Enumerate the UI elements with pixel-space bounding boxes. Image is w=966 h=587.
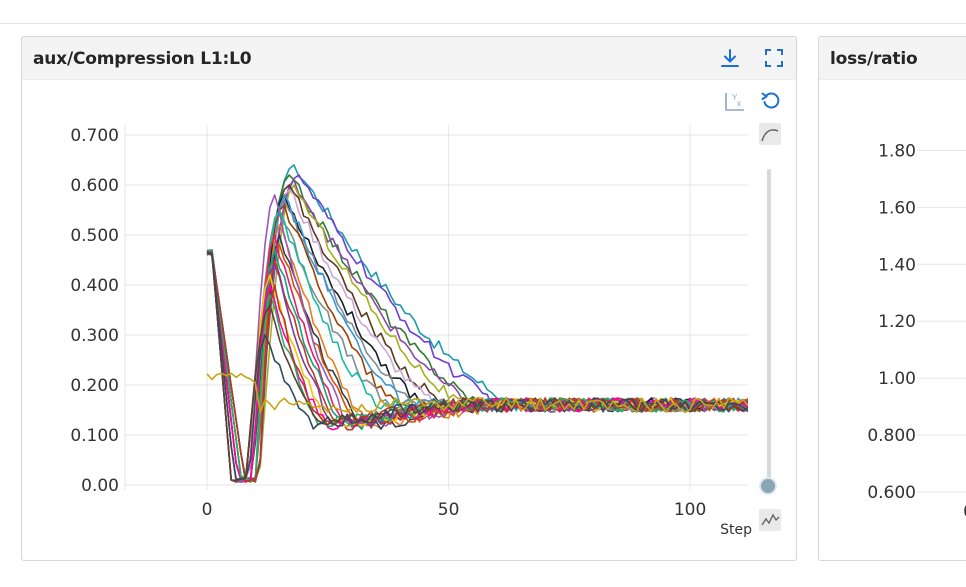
chart-card-loss-ratio: loss/ratio 0.600 0.800 1.00 1.20 1.40 1.60 1.8… [818, 36, 966, 561]
card-title: loss/ratio [830, 49, 918, 69]
y-tick-label: 0.700 [70, 126, 119, 146]
series-line [206, 372, 748, 414]
card-header: loss/ratio [819, 37, 966, 80]
raw-line-icon [761, 513, 780, 526]
series-line [207, 251, 748, 484]
series-line [207, 179, 748, 480]
smoothing-slider-handle[interactable] [759, 477, 777, 495]
smoothing-curve-icon [761, 129, 779, 142]
download-button[interactable] [719, 47, 741, 69]
svg-text:Y: Y [732, 93, 738, 102]
fullscreen-icon [765, 49, 783, 67]
series-group [206, 164, 748, 484]
x-tick-label: 0 [202, 500, 213, 520]
series-line [206, 250, 748, 481]
y-tick-label: 0.400 [70, 276, 119, 296]
chart-card-compression: aux/Compression L1:L0 0.00 0.100 0.200 0.30… [21, 36, 797, 561]
series-line [206, 251, 748, 483]
series-line [206, 251, 748, 483]
chart-loss-ratio: 0.600 0.800 1.00 1.20 1.40 1.60 1.80 0 [867, 141, 966, 522]
y-tick-label: 1.00 [878, 369, 916, 389]
series-line [206, 224, 748, 482]
series-line [206, 253, 748, 483]
series-line [206, 234, 748, 483]
y-tick-label: 0.600 [70, 176, 119, 196]
smoothing-button[interactable] [759, 123, 781, 145]
download-icon [721, 49, 739, 67]
axis-toggle-icon: Y x [725, 93, 744, 111]
y-tick-label: 0.500 [70, 226, 119, 246]
y-tick-label: 0.00 [81, 476, 119, 496]
y-tick-label: 1.40 [878, 255, 916, 275]
series-line [206, 250, 748, 483]
reset-icon [761, 92, 780, 109]
chart-compression: 0.00 0.100 0.200 0.300 0.400 0.500 0.600 0.700 0… [70, 125, 752, 538]
fullscreen-button[interactable] [763, 47, 785, 69]
top-divider [0, 23, 966, 24]
x-tick-label: 100 [674, 500, 706, 520]
series-line [206, 252, 748, 483]
y-tick-label: 1.60 [878, 198, 916, 218]
y-tick-label: 1.80 [878, 141, 916, 161]
x-axis-label: Step [720, 522, 752, 538]
y-tick-label: 0.200 [70, 376, 119, 396]
series-line [206, 244, 748, 482]
y-tick-label: 0.600 [867, 483, 916, 503]
axis-toggle-button[interactable]: Y x [724, 90, 746, 112]
smoothing-slider-track[interactable] [767, 169, 771, 487]
card-title: aux/Compression L1:L0 [33, 49, 252, 69]
raw-line-button[interactable] [759, 509, 781, 531]
y-tick-label: 0.300 [70, 326, 119, 346]
series-line [206, 234, 748, 483]
series-line [207, 251, 748, 482]
svg-text:x: x [737, 99, 741, 108]
x-tick-label: 50 [438, 500, 460, 520]
y-tick-label: 0.100 [70, 426, 119, 446]
x-tick-label: 0 [963, 502, 966, 522]
y-tick-label: 1.20 [878, 312, 916, 332]
card-header: aux/Compression L1:L0 [22, 37, 796, 80]
y-tick-label: 0.800 [867, 426, 916, 446]
reset-zoom-button[interactable] [760, 90, 782, 112]
